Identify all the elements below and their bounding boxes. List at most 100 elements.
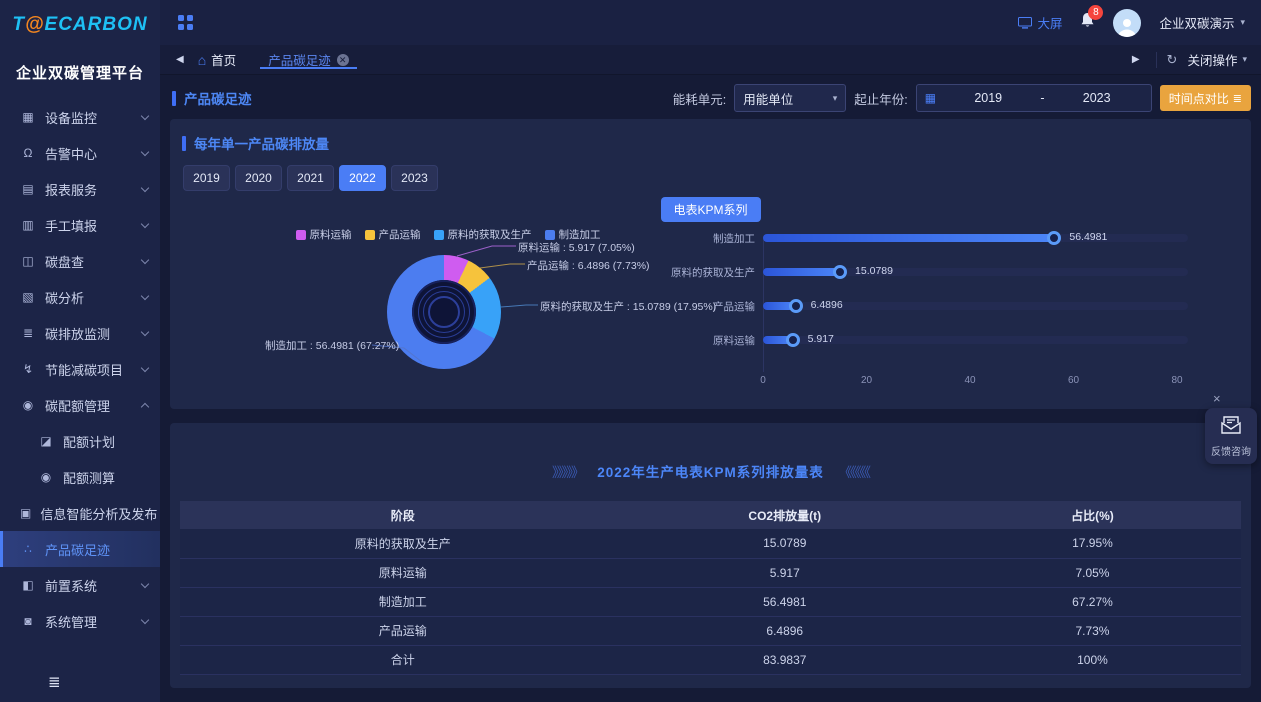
- sidebar-item-quota-plan[interactable]: ◪ 配额计划: [0, 423, 160, 459]
- sidebar-item-carbon-emission-monitor[interactable]: ≣ 碳排放监测: [0, 315, 160, 351]
- avatar[interactable]: [1113, 8, 1142, 37]
- sidebar-item-quota-calc[interactable]: ◉ 配额测算: [0, 459, 160, 495]
- table-cell: 100%: [943, 645, 1241, 675]
- sidebar-item-energy-saving-project[interactable]: ↯ 节能减碳项目: [0, 351, 160, 387]
- chevron-down-icon: [140, 615, 150, 624]
- tab-home[interactable]: ⌂ 首页: [197, 51, 237, 69]
- decor-right: 《《《《《: [838, 465, 871, 480]
- quota-calc-icon: ◉: [40, 470, 52, 484]
- year-button-2019[interactable]: 2019: [183, 165, 230, 191]
- kpm-series-button[interactable]: 电表KPM系列: [660, 197, 761, 222]
- notification-badge: 8: [1088, 5, 1104, 20]
- bar-track[interactable]: 5.917: [763, 333, 1188, 347]
- sidebar-item-label: 配额计划: [63, 434, 116, 450]
- tab-product-carbon-footprint[interactable]: 产品碳足迹 ✕: [254, 50, 363, 69]
- sidebar-item-label: 信息智能分析及发布: [40, 506, 158, 522]
- axis-tick-label: 20: [860, 375, 873, 386]
- close-operations-dropdown[interactable]: 关闭操作 ▾: [1187, 54, 1247, 68]
- sidebar: T@ECARBON 企业双碳管理平台 ▦ 设备监控 Ω 告警中心 ▤ 报表服务 ▥ 手工填报 ◫…: [0, 0, 160, 702]
- table-row: 原料运输 5.917 7.05%: [180, 558, 1241, 588]
- topbar-right: 大屏 8 企业双碳演示 ▾: [1018, 5, 1245, 37]
- sidebar-item-alert-center[interactable]: Ω 告警中心: [0, 135, 160, 171]
- topbar: 大屏 8 企业双碳演示 ▾: [160, 0, 1261, 45]
- donut-ring: [428, 296, 460, 328]
- title-accent-bar: [172, 90, 176, 106]
- feedback-close-icon[interactable]: ×: [1213, 391, 1221, 406]
- emissions-table: 阶段 CO2排放量(t) 占比(%) 原料的获取及生产 15.0789 17.95% 原料…: [180, 501, 1241, 675]
- bigscreen-button[interactable]: 大屏: [1018, 13, 1062, 32]
- sidebar-item-carbon-inventory[interactable]: ◫ 碳盘查: [0, 243, 160, 279]
- sidebar-item-label: 碳分析: [45, 290, 85, 306]
- chevron-down-icon: [140, 183, 150, 192]
- bar-row: 原料的获取及生产 15.0789: [623, 255, 1188, 289]
- year-button-2022[interactable]: 2022: [339, 165, 386, 191]
- year-button-2020[interactable]: 2020: [235, 165, 282, 191]
- calendar-icon: ▦: [924, 91, 937, 105]
- sidebar-item-carbon-quota[interactable]: ◉ 碳配额管理: [0, 387, 160, 423]
- donut-ring: [423, 291, 465, 333]
- alert-center-icon: Ω: [23, 146, 33, 160]
- sidebar-item-label: 产品碳足迹: [45, 542, 111, 558]
- table-row: 原料的获取及生产 15.0789 17.95%: [180, 529, 1241, 559]
- sidebar-item-label: 设备监控: [45, 110, 98, 126]
- bar-knob-icon: [788, 299, 803, 313]
- device-monitor-icon: ▦: [22, 110, 34, 124]
- table-cell: 产品运输: [180, 616, 626, 646]
- chevron-down-icon: [140, 291, 150, 300]
- bar-track[interactable]: 6.4896: [763, 299, 1188, 313]
- sidebar-item-front-system[interactable]: ◧ 前置系统: [0, 567, 160, 603]
- sidebar-item-device-monitor[interactable]: ▦ 设备监控: [0, 99, 160, 135]
- sidebar-item-system-admin[interactable]: ◙ 系统管理: [0, 603, 160, 639]
- tab-close-icon[interactable]: ✕: [336, 53, 349, 66]
- legend-label: 产品运输: [378, 229, 421, 241]
- tabs-scroll-right-icon[interactable]: ▶: [1131, 54, 1140, 65]
- chart-area: 原料运输 产品运输 原料的获取及生产 制造加工: [170, 219, 1251, 404]
- year-button-2023[interactable]: 2023: [391, 165, 438, 191]
- chevron-down-icon: [140, 363, 150, 372]
- table-cell: 6.4896: [625, 616, 944, 646]
- logo-at-icon: @: [25, 14, 45, 35]
- apps-grid-icon[interactable]: [178, 15, 193, 30]
- bar-category-label: 产品运输: [713, 300, 755, 313]
- notifications-button[interactable]: 8: [1080, 5, 1104, 33]
- sidebar-item-carbon-analysis[interactable]: ▧ 碳分析: [0, 279, 160, 315]
- legend-item[interactable]: 原料的获取及生产: [433, 227, 532, 242]
- legend-item[interactable]: 原料运输: [295, 227, 352, 242]
- pie-slice-label: 原料运输 : 5.917 (7.05%): [518, 242, 635, 254]
- energy-saving-project-icon: ↯: [22, 362, 34, 376]
- energy-unit-select[interactable]: 用能单位 ▾: [734, 84, 847, 112]
- tabs-scroll-left-icon[interactable]: ◀: [176, 54, 184, 65]
- table-row: 制造加工 56.4981 67.27%: [180, 587, 1241, 617]
- donut-chart[interactable]: [387, 255, 501, 369]
- year-button-2021[interactable]: 2021: [287, 165, 334, 191]
- sidebar-item-info-analysis[interactable]: ▣ 信息智能分析及发布: [0, 495, 160, 531]
- home-icon: ⌂: [197, 51, 207, 68]
- carbon-inventory-icon: ◫: [22, 254, 34, 268]
- year-range-picker[interactable]: ▦ 2019 - 2023: [915, 84, 1152, 112]
- sidebar-item-manual-report[interactable]: ▥ 手工填报: [0, 207, 160, 243]
- refresh-icon[interactable]: ↻: [1166, 51, 1178, 67]
- bar-track[interactable]: 56.4981: [763, 231, 1188, 245]
- bar-value-label: 56.4981: [1069, 231, 1108, 243]
- pie-slice-label: 制造加工 : 56.4981 (67.27%): [265, 340, 400, 352]
- legend-item[interactable]: 产品运输: [364, 227, 421, 242]
- chevron-down-icon: ▾: [832, 92, 838, 103]
- tenant-dropdown[interactable]: 企业双碳演示 ▾: [1159, 17, 1245, 31]
- year-start-input[interactable]: 2019: [974, 91, 1003, 105]
- feedback-button[interactable]: 反馈咨询: [1205, 408, 1257, 464]
- platform-name: 企业双碳管理平台: [15, 65, 144, 82]
- bar-track[interactable]: 15.0789: [763, 265, 1188, 279]
- title-accent-bar: [182, 135, 186, 151]
- legend-item[interactable]: 制造加工: [544, 227, 601, 242]
- bar-fill: [763, 231, 1062, 245]
- bar-fill: [763, 265, 848, 279]
- bar-value-label: 15.0789: [855, 265, 893, 277]
- sidebar-item-product-footprint[interactable]: ∴ 产品碳足迹: [0, 531, 160, 567]
- sidebar-collapse-button[interactable]: ≣: [0, 662, 160, 702]
- table-cell: 5.917: [625, 558, 944, 588]
- tabbar-left: ◀ ⌂ 首页 产品碳足迹 ✕: [170, 45, 363, 74]
- logo-rest: ECARBON: [44, 14, 148, 35]
- year-end-input[interactable]: 2023: [1082, 91, 1111, 105]
- time-compare-button[interactable]: 时间点对比 ≣: [1159, 85, 1251, 111]
- sidebar-item-report-service[interactable]: ▤ 报表服务: [0, 171, 160, 207]
